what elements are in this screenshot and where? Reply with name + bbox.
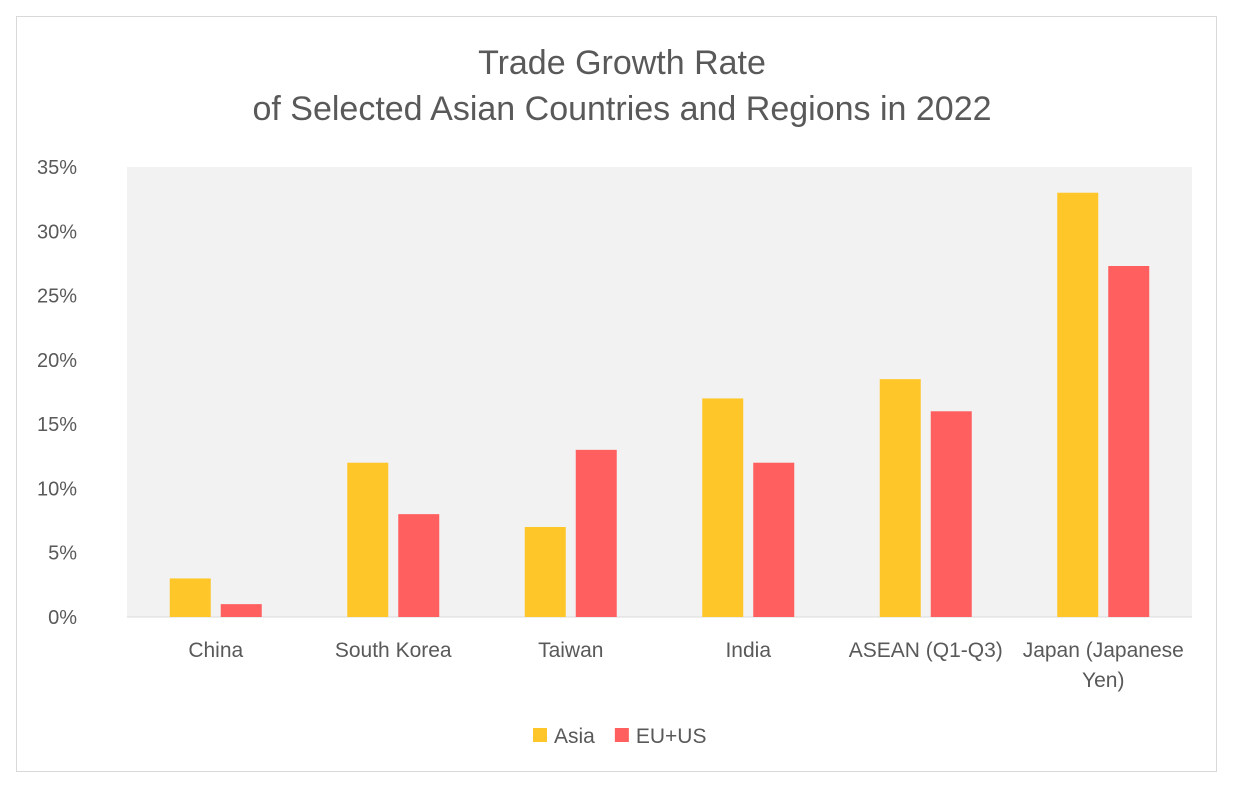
- y-tick-label: 25%: [37, 286, 77, 308]
- chart-title-line1: Trade Growth Rate: [478, 44, 766, 82]
- x-tick-label: ASEAN (Q1-Q3): [849, 639, 1003, 662]
- bar-asia: [1057, 192, 1099, 617]
- bar-asia: [524, 527, 566, 617]
- bar-asia: [347, 462, 389, 617]
- plot-area: [127, 167, 1192, 617]
- x-tick-label: Taiwan: [538, 639, 603, 662]
- x-tick-label: Japan (Japanese: [1023, 639, 1184, 662]
- bar-asia: [702, 398, 744, 617]
- x-tick-label: Yen): [1082, 669, 1124, 692]
- bar-eu-us: [575, 449, 617, 617]
- legend-swatch: [614, 728, 629, 742]
- legend-label: EU+US: [636, 725, 707, 748]
- chart-frame: [16, 16, 1217, 772]
- y-tick-label: 20%: [37, 350, 77, 372]
- bar-eu-us: [930, 411, 972, 617]
- y-tick-label: 5%: [48, 543, 77, 565]
- x-tick-label: South Korea: [335, 639, 452, 662]
- x-tick-label: China: [188, 639, 243, 662]
- y-tick-label: 30%: [37, 221, 77, 243]
- chart-title-line2: of Selected Asian Countries and Regions …: [252, 90, 992, 128]
- bar-eu-us: [1108, 266, 1150, 617]
- bar-eu-us: [753, 462, 795, 617]
- bar-eu-us: [398, 514, 440, 617]
- bar-asia: [879, 379, 921, 617]
- y-tick-label: 15%: [37, 414, 77, 436]
- x-tick-label: India: [725, 639, 771, 662]
- bar-asia: [169, 578, 211, 617]
- legend-swatch: [533, 728, 547, 742]
- bar-eu-us: [220, 604, 262, 617]
- y-tick-label: 10%: [37, 478, 77, 500]
- y-tick-label: 0%: [48, 607, 77, 629]
- y-tick-label: 35%: [37, 157, 77, 179]
- legend-label: Asia: [554, 725, 595, 748]
